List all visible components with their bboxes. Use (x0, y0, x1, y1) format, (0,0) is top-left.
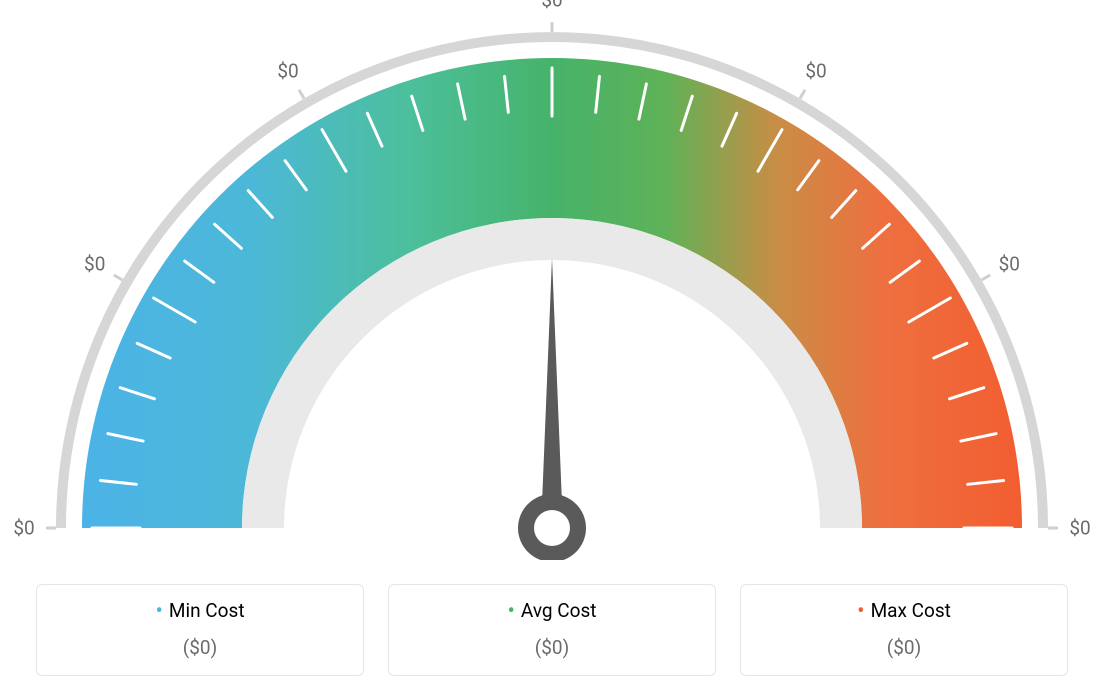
gauge-tick-label: $0 (999, 253, 1020, 276)
legend-dot-max: • (857, 599, 864, 624)
legend-card-min: • Min Cost ($0) (36, 584, 364, 676)
gauge-tick-label: $0 (805, 59, 826, 82)
legend-value-min: ($0) (37, 636, 363, 659)
legend-value-avg: ($0) (389, 636, 715, 659)
cost-gauge-container: $0 $0 $0 $0 $0 $0 $0 • Min Cost ($0) • Avg Cost … (0, 0, 1104, 690)
legend-dot-min: • (155, 599, 162, 624)
gauge-svg (0, 0, 1104, 560)
gauge-tick-label: $0 (541, 0, 562, 12)
legend-value-max: ($0) (741, 636, 1067, 659)
legend-dot-avg: • (507, 599, 514, 624)
gauge-tick-label: $0 (84, 253, 105, 276)
gauge-chart: $0 $0 $0 $0 $0 $0 $0 (0, 0, 1104, 560)
gauge-tick-label: $0 (1069, 517, 1090, 540)
legend-row: • Min Cost ($0) • Avg Cost ($0) • Max Cost … (36, 584, 1068, 676)
legend-label-min: • Min Cost (37, 599, 363, 622)
gauge-tick-label: $0 (13, 517, 34, 540)
legend-text-min: Min Cost (169, 599, 245, 622)
legend-label-max: • Max Cost (741, 599, 1067, 622)
gauge-tick-label: $0 (277, 59, 298, 82)
legend-text-max: Max Cost (871, 599, 951, 622)
legend-label-avg: • Avg Cost (389, 599, 715, 622)
legend-text-avg: Avg Cost (521, 599, 597, 622)
legend-card-max: • Max Cost ($0) (740, 584, 1068, 676)
legend-card-avg: • Avg Cost ($0) (388, 584, 716, 676)
